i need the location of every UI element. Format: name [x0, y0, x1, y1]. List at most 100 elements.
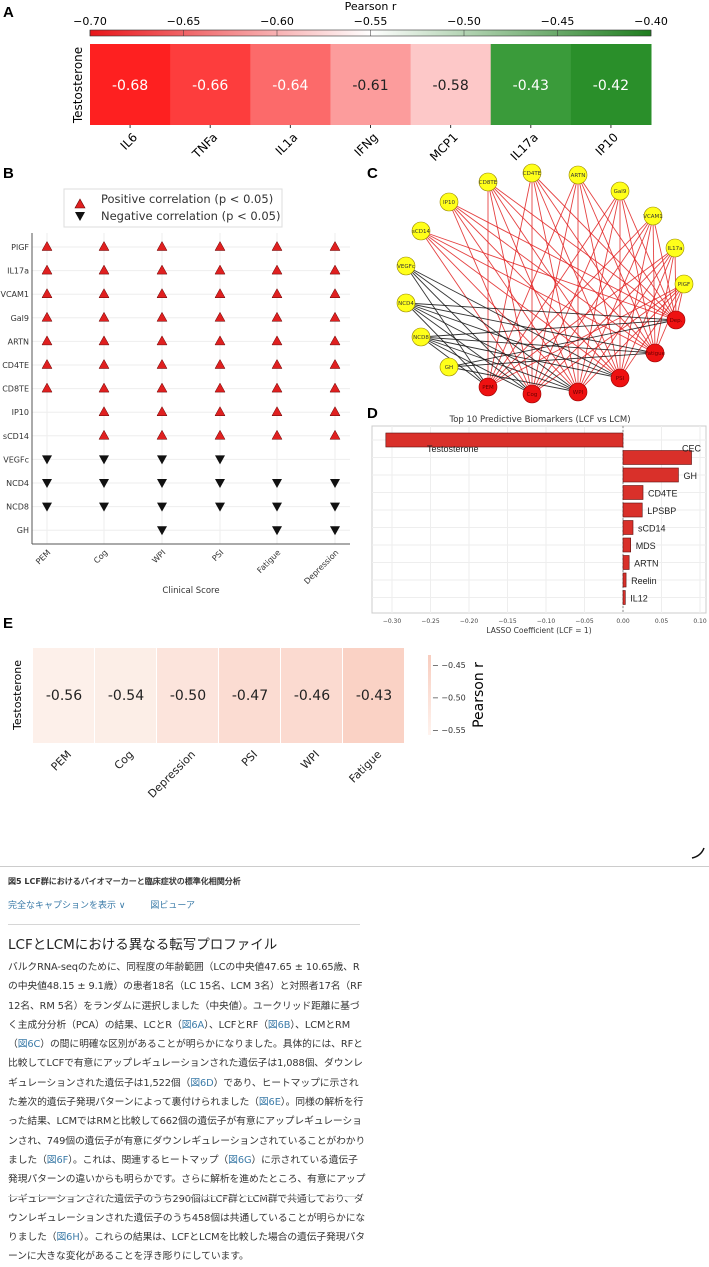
- node-label: VCAM1: [643, 214, 663, 220]
- negative-edge: [420, 336, 579, 393]
- legend-entry-positive: Positive correlation (p < 0.05): [101, 192, 273, 206]
- figure-link[interactable]: 図6F: [46, 1154, 69, 1166]
- negative-marker: [272, 479, 282, 488]
- negative-marker: [42, 455, 52, 465]
- positive-edge: [531, 172, 677, 321]
- positive-marker: [41, 264, 53, 275]
- panel-e-heatmap: -0.56 PEM -0.54 Cog -0.50 Depression -0.47 PSI -…: [11, 648, 487, 801]
- x-tick-label: Fatigue: [347, 748, 385, 786]
- legend-triangle-down-icon: [75, 212, 85, 221]
- cell-value: -0.56: [46, 688, 82, 704]
- y-tick-label: GH: [17, 526, 29, 535]
- negative-marker: [157, 526, 167, 536]
- negative-marker: [42, 502, 52, 512]
- x-tick-label: PEM: [34, 548, 52, 566]
- figure-link[interactable]: 図6A: [181, 1019, 205, 1031]
- positive-marker: [271, 288, 283, 298]
- positive-marker: [271, 382, 283, 393]
- paragraph-text: ）に示されている遺伝子発現パターンの違いからも明らかです。さらに解析を進めたとこ…: [8, 1154, 366, 1244]
- positive-edge: [487, 181, 677, 321]
- clinical-node: [568, 382, 588, 402]
- colorbar-tick-label: −0.45: [541, 15, 575, 28]
- biomarker-node: [610, 181, 630, 201]
- node-label: Cog: [527, 392, 538, 398]
- heatmap-cell: [343, 648, 404, 743]
- positive-marker: [214, 382, 226, 393]
- heatmap-cell: [281, 648, 342, 743]
- positive-marker: [271, 240, 283, 251]
- show-full-caption-link[interactable]: 完全なキャプションを表示 ∨: [8, 901, 126, 911]
- positive-edge: [420, 230, 533, 395]
- figure-link[interactable]: 図6G: [228, 1154, 252, 1166]
- heatmap-cell: [410, 44, 492, 125]
- positive-edge: [619, 283, 685, 379]
- negative-edge: [448, 352, 656, 368]
- y-tick-label: VEGFc: [3, 455, 29, 464]
- bar-label: sCD14: [638, 524, 666, 534]
- positive-marker: [329, 429, 341, 440]
- panel-label-e: E: [3, 615, 13, 632]
- bar: [622, 467, 679, 483]
- legend-triangle-up-icon: [74, 198, 86, 209]
- x-tick-label: IL1a: [273, 130, 301, 158]
- figure-link[interactable]: 図6E: [258, 1097, 281, 1109]
- y-tick-label: IP10: [12, 408, 29, 417]
- x-tick-label: PSI: [210, 548, 225, 563]
- positive-edge: [652, 215, 656, 354]
- bar: [622, 590, 626, 605]
- positive-marker: [271, 311, 283, 322]
- bar: [622, 572, 627, 588]
- y-tick-label: CD8TE: [2, 385, 29, 394]
- negative-edge: [405, 265, 579, 393]
- negative-marker: [99, 455, 109, 465]
- x-tick-label: −0.10: [537, 618, 556, 625]
- positive-marker: [156, 264, 168, 275]
- biomarker-node: [396, 293, 416, 313]
- node-label: NCD8: [413, 335, 429, 341]
- positive-edge: [420, 230, 579, 393]
- bar: [385, 432, 624, 448]
- colorbar-tick-label: − −0.45: [432, 661, 466, 670]
- positive-edge: [577, 215, 654, 393]
- positive-edge: [531, 172, 621, 379]
- positive-marker: [156, 240, 168, 251]
- heatmap-cell: [157, 648, 218, 743]
- figure-link[interactable]: 図6H: [56, 1232, 80, 1244]
- bar-label: CEC: [682, 444, 702, 454]
- colorbar-tick-label: −0.55: [354, 15, 388, 28]
- negative-edge: [405, 265, 621, 379]
- node-label: IL17a: [667, 246, 682, 252]
- heatmap-cell: [90, 44, 171, 125]
- negative-edge: [420, 336, 656, 354]
- figure-link[interactable]: 図6D: [190, 1077, 214, 1089]
- biomarker-node: [411, 327, 431, 347]
- paragraph-text: ）、LCMとRM（: [8, 1019, 351, 1051]
- colorbar-tick-label: −0.65: [167, 15, 201, 28]
- y-tick-label: ARTN: [8, 337, 29, 346]
- figure-link[interactable]: 図6C: [17, 1039, 41, 1051]
- bar-label: Reelin: [631, 576, 657, 586]
- bar: [622, 520, 634, 535]
- x-tick-label: WPI: [150, 548, 167, 565]
- x-tick-label: MCP1: [427, 130, 461, 164]
- positive-edge: [531, 172, 579, 393]
- divider: [8, 1196, 360, 1197]
- biomarker-node: [568, 165, 588, 185]
- paragraph-text: ）であり、ヒートマップに示された差次的遺伝子発現パターンによって裏付けられました…: [8, 1077, 359, 1109]
- x-tick-label: Depression: [145, 748, 198, 801]
- figure-link[interactable]: 図6B: [267, 1019, 291, 1031]
- clinical-node: [522, 384, 542, 404]
- node-label: Gal9: [614, 189, 627, 195]
- bar: [622, 485, 644, 500]
- negative-marker: [330, 502, 340, 512]
- bar-label: GH: [683, 471, 697, 481]
- positive-marker: [156, 311, 168, 322]
- clinical-node: [610, 368, 630, 388]
- positive-edge: [448, 201, 533, 395]
- positive-edge: [531, 190, 621, 395]
- biomarker-node: [396, 256, 416, 276]
- figure-viewer-link[interactable]: 図ビューア: [150, 901, 195, 911]
- node-label: PlGF: [678, 282, 690, 288]
- paragraph-text: ）の間に明確な区別があることが明らかになりました。具体的には、RFと比較してLC…: [8, 1039, 363, 1089]
- negative-marker: [330, 526, 340, 536]
